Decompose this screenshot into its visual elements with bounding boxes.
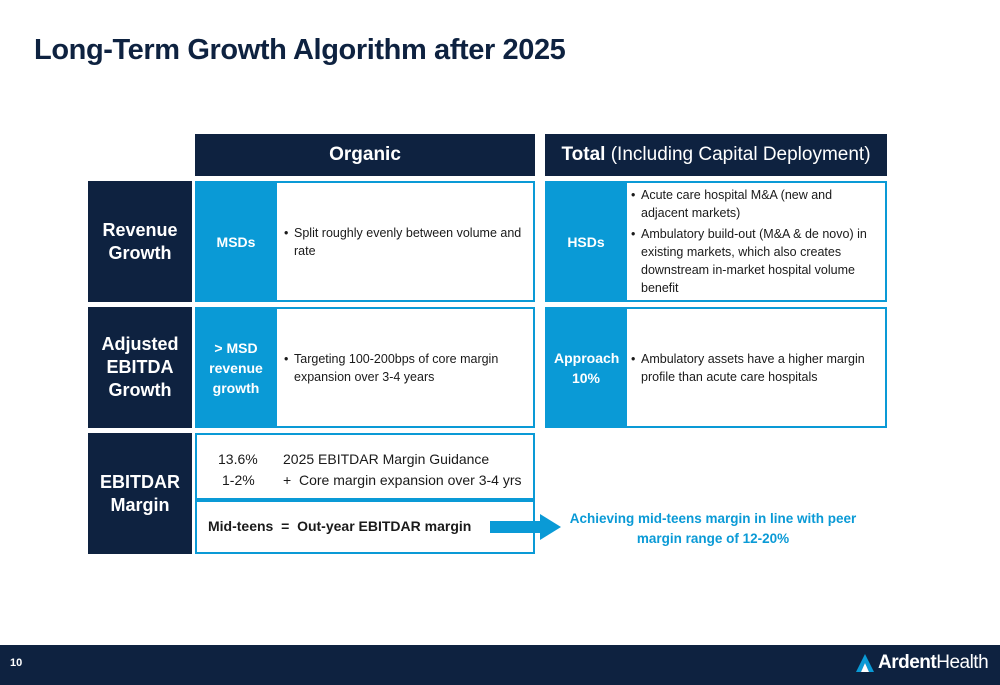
ebitdar-line2-value: 1-2% bbox=[222, 472, 255, 488]
total-ebitda-bullets: Ambulatory assets have a higher margin p… bbox=[629, 309, 881, 426]
logo-word-ardent: Ardent bbox=[878, 652, 937, 673]
ebitdar-line1-text: 2025 EBITDAR Margin Guidance bbox=[283, 451, 490, 467]
page-title: Long-Term Growth Algorithm after 2025 bbox=[34, 34, 566, 66]
ebitdar-result-text: Mid-teens = Out-year EBITDAR margin bbox=[208, 518, 472, 534]
row-label-ebitda-text: Adjusted EBITDA Growth bbox=[101, 334, 179, 400]
page-number: 10 bbox=[10, 657, 23, 669]
bullet-item: Ambulatory assets have a higher margin p… bbox=[629, 350, 881, 386]
organic-ebitda-tag-text: > MSD revenue growth bbox=[209, 339, 263, 396]
bullet-item: Targeting 100-200bps of core margin expa… bbox=[282, 350, 527, 386]
ardent-health-logo: Ardent Health bbox=[855, 652, 989, 674]
ebitdar-result-box bbox=[195, 500, 535, 554]
ebitdar-calculation-box bbox=[195, 433, 535, 500]
column-header-total-rest: (Including Capital Deployment) bbox=[605, 144, 871, 165]
column-header-organic: Organic bbox=[195, 134, 535, 176]
ardent-logo-icon bbox=[856, 654, 874, 672]
column-header-total: Total (Including Capital Deployment) bbox=[545, 134, 887, 176]
row-label-revenue-text: Revenue Growth bbox=[102, 219, 178, 263]
row-label-ebitdar-margin: EBITDAR Margin bbox=[88, 433, 192, 554]
column-header-total-bold: Total bbox=[561, 144, 606, 165]
organic-ebitda-bullets: Targeting 100-200bps of core margin expa… bbox=[282, 309, 527, 426]
column-header-organic-label: Organic bbox=[329, 144, 401, 165]
bullet-item: Ambulatory build-out (M&A & de novo) in … bbox=[629, 225, 881, 297]
footer-bar bbox=[0, 645, 1000, 685]
total-revenue-bullets: Acute care hospital M&A (new and adjacen… bbox=[629, 183, 881, 300]
logo-word-health: Health bbox=[936, 652, 989, 673]
row-label-revenue-growth: Revenue Growth bbox=[88, 181, 192, 302]
arrow-right-icon bbox=[490, 514, 561, 540]
total-revenue-tag: HSDs bbox=[545, 181, 627, 302]
organic-revenue-tag-text: MSDs bbox=[216, 233, 256, 250]
total-ebitda-tag: Approach 10% bbox=[545, 307, 627, 428]
ebitdar-line2-text: + Core margin expansion over 3-4 yrs bbox=[283, 472, 522, 488]
organic-ebitda-tag: > MSD revenue growth bbox=[195, 307, 277, 428]
organic-revenue-bullets: Split roughly evenly between volume and … bbox=[282, 183, 527, 300]
row-label-adjusted-ebitda-growth: Adjusted EBITDA Growth bbox=[88, 307, 192, 428]
bullet-item: Split roughly evenly between volume and … bbox=[282, 224, 527, 260]
achieving-mid-teens-note: Achieving mid-teens margin in line with … bbox=[569, 511, 857, 546]
bullet-item: Acute care hospital M&A (new and adjacen… bbox=[629, 186, 881, 222]
organic-revenue-tag: MSDs bbox=[195, 181, 277, 302]
total-ebitda-tag-text: Approach 10% bbox=[554, 349, 620, 386]
row-label-ebitdar-text: EBITDAR Margin bbox=[100, 471, 180, 515]
total-revenue-tag-text: HSDs bbox=[567, 233, 605, 250]
ebitdar-line1-value: 13.6% bbox=[218, 451, 258, 467]
